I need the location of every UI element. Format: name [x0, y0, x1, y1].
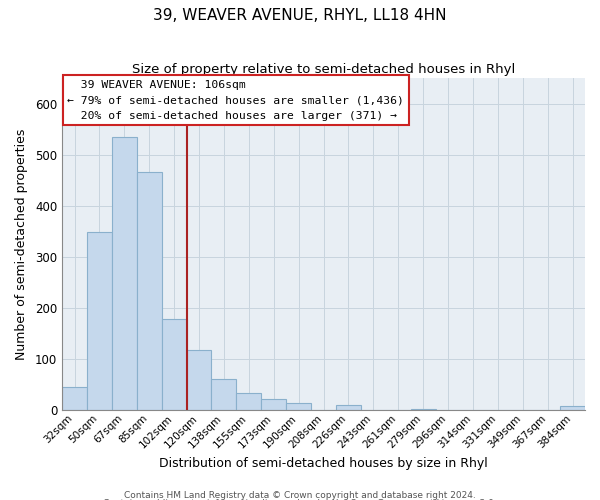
- Bar: [137, 172, 161, 410]
- Bar: [410, 409, 436, 410]
- Text: 39, WEAVER AVENUE, RHYL, LL18 4HN: 39, WEAVER AVENUE, RHYL, LL18 4HN: [153, 8, 447, 22]
- Bar: [336, 406, 361, 410]
- Bar: [187, 350, 211, 410]
- Y-axis label: Number of semi-detached properties: Number of semi-detached properties: [15, 128, 28, 360]
- X-axis label: Distribution of semi-detached houses by size in Rhyl: Distribution of semi-detached houses by …: [159, 457, 488, 470]
- Bar: [62, 387, 87, 410]
- Bar: [236, 392, 261, 410]
- Text: Contains HM Land Registry data © Crown copyright and database right 2024.: Contains HM Land Registry data © Crown c…: [124, 490, 476, 500]
- Bar: [161, 320, 187, 410]
- Bar: [286, 404, 311, 410]
- Bar: [112, 137, 137, 410]
- Text: 39 WEAVER AVENUE: 106sqm  
← 79% of semi-detached houses are smaller (1,436)
  2: 39 WEAVER AVENUE: 106sqm ← 79% of semi-d…: [67, 80, 404, 121]
- Text: Contains public sector information licensed under the Open Government Licence v3: Contains public sector information licen…: [103, 499, 497, 500]
- Title: Size of property relative to semi-detached houses in Rhyl: Size of property relative to semi-detach…: [132, 62, 515, 76]
- Bar: [560, 406, 585, 410]
- Bar: [211, 378, 236, 410]
- Bar: [87, 232, 112, 410]
- Bar: [261, 399, 286, 410]
